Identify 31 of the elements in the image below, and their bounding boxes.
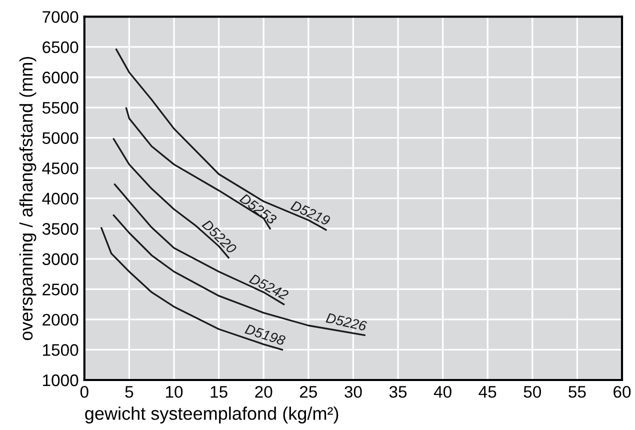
y-tick-label: 6000: [42, 72, 78, 84]
x-tick-label: 10: [166, 386, 183, 398]
x-tick-label: 15: [210, 386, 228, 398]
y-tick-label: 2500: [42, 284, 78, 296]
y-axis-title: overspanning / afhangafstand (mm): [19, 56, 36, 340]
x-tick-label: 25: [300, 386, 317, 398]
x-tick-label: 50: [524, 386, 542, 398]
y-tick-label: 3000: [42, 253, 78, 266]
x-tick-label: 30: [344, 386, 362, 398]
x-tick-label: 40: [434, 386, 452, 398]
x-tick-label: 35: [389, 386, 407, 398]
x-tick-label: 20: [255, 386, 272, 398]
y-tick-label: 6500: [42, 41, 78, 54]
y-tick-label: 4000: [42, 192, 78, 205]
y-tick-label: 1000: [43, 374, 78, 386]
text: D5226: [326, 312, 368, 332]
x-tick-label: 45: [478, 386, 496, 398]
x-tick-label: 0: [80, 386, 88, 398]
y-tick-label: 3500: [42, 223, 78, 235]
x-tick-label: 5: [125, 386, 134, 398]
y-tick-label: 5000: [42, 132, 78, 144]
x-tick-label: 55: [568, 386, 586, 398]
text: D5219: [290, 200, 331, 226]
y-tick-label: 2000: [42, 314, 78, 326]
y-tick-label: 4500: [42, 162, 78, 174]
text: D5198: [244, 324, 286, 346]
y-tick-label: 7000: [42, 11, 78, 23]
y-tick-label: 1500: [43, 344, 78, 356]
x-tick-label: 60: [614, 386, 631, 398]
y-tick-label: 5500: [42, 102, 78, 114]
x-axis-title: gewicht systeemplafond (kg/m²): [85, 406, 338, 424]
